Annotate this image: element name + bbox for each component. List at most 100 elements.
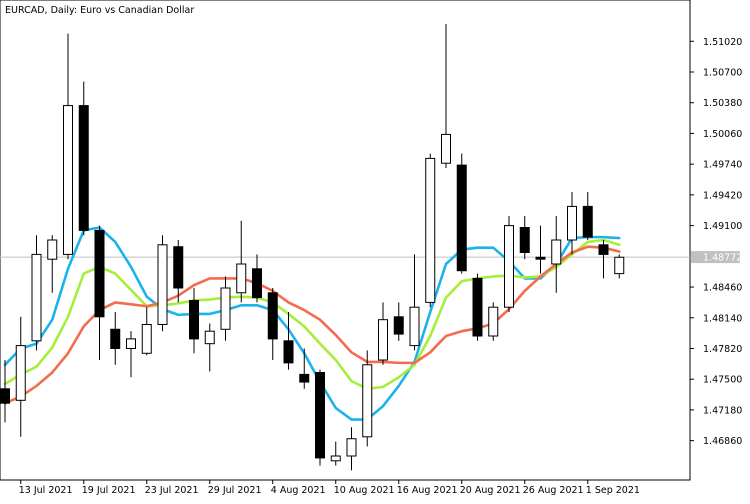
candle — [15, 316, 26, 437]
candle-body-bearish — [519, 227, 530, 253]
candle-body-bullish — [330, 455, 341, 462]
candle — [504, 216, 514, 312]
candle-body-bullish — [346, 438, 357, 457]
time-tick-label: 20 Aug 2021 — [460, 485, 521, 496]
candle — [189, 288, 199, 354]
time-tick-label: 23 Jul 2021 — [145, 485, 199, 496]
candle-body-bullish — [441, 133, 451, 164]
price-tick-label: 1.47820 — [703, 344, 742, 355]
candle — [31, 235, 42, 351]
candle — [0, 360, 10, 423]
plot-area-frame — [0, 0, 691, 481]
time-tick-label: 19 Jul 2021 — [82, 485, 136, 496]
candle — [456, 153, 467, 274]
candle-body-bullish — [378, 319, 388, 361]
time-tick-label: 13 Jul 2021 — [19, 485, 73, 496]
price-tick-label: 1.47500 — [703, 375, 742, 386]
current-price-label: 1.48772 — [703, 253, 742, 264]
candle — [78, 81, 89, 236]
candle-body-bearish — [299, 373, 310, 383]
time-tick-label: 1 Sep 2021 — [586, 485, 640, 496]
candle-body-bearish — [315, 371, 325, 459]
candle-body-bullish — [425, 157, 436, 303]
price-tick-label: 1.48140 — [703, 313, 742, 324]
time-tick-label: 10 Aug 2021 — [334, 485, 395, 496]
candle-body-bearish — [582, 205, 593, 238]
price-axis: 1.51020 1.50700 1.50380 1.50060 1.49740 1.494… — [690, 37, 742, 447]
candle-body-bullish — [204, 330, 215, 345]
candle-body-bullish — [236, 263, 247, 294]
candle — [141, 307, 152, 356]
time-tick-label: 26 Aug 2021 — [523, 485, 584, 496]
candle — [519, 216, 530, 260]
candle-body-bullish — [126, 338, 136, 349]
candle — [220, 276, 231, 341]
candle — [94, 225, 105, 360]
time-tick-label: 29 Jul 2021 — [208, 485, 262, 496]
candle-body-bullish — [63, 105, 73, 255]
price-tick-label: 1.46860 — [703, 436, 742, 447]
price-tick-label: 1.49740 — [703, 160, 742, 171]
candle-body-bearish — [78, 105, 89, 231]
candle — [582, 192, 593, 240]
candle — [346, 427, 357, 471]
candle — [472, 273, 483, 341]
candle — [551, 216, 562, 293]
candle-body-bearish — [393, 316, 404, 335]
candle-body-bearish — [94, 229, 105, 318]
price-tick-label: 1.47180 — [703, 405, 742, 416]
candle — [425, 153, 436, 308]
candle-layer — [0, 24, 625, 471]
price-tick-label: 1.50060 — [703, 129, 742, 140]
current-price-marker: 1.48772 — [691, 251, 742, 264]
candle — [126, 331, 136, 378]
candle — [47, 235, 58, 293]
candle-body-bearish — [189, 299, 199, 340]
candle-body-bullish — [47, 239, 58, 260]
candle-body-bearish — [0, 388, 10, 404]
candle-body-bullish — [614, 256, 625, 275]
candle — [567, 192, 577, 255]
moving-average-layer — [3, 226, 621, 421]
moving-average-line-1 — [3, 226, 621, 421]
candle — [315, 369, 325, 466]
price-tick-label: 1.49100 — [703, 221, 742, 232]
candle — [157, 235, 168, 332]
chart-title: EURCAD, Daily: Euro vs Canadian Dollar — [5, 5, 194, 16]
candle-body-bullish — [157, 244, 168, 325]
price-tick-label: 1.51020 — [703, 37, 742, 48]
candle — [441, 24, 451, 168]
candle-body-bearish — [110, 328, 121, 349]
candle — [110, 312, 121, 365]
candle-body-bullish — [567, 205, 577, 241]
time-tick-label: 4 Aug 2021 — [271, 485, 326, 496]
candle — [535, 225, 546, 274]
candle-body-bullish — [504, 225, 514, 308]
candle-body-bullish — [31, 253, 42, 342]
candle-body-bearish — [173, 246, 184, 289]
moving-average-line-3 — [3, 245, 621, 405]
candle-body-bearish — [267, 292, 278, 340]
time-axis: 13 Jul 2021 19 Jul 2021 23 Jul 2021 29 Jul … — [19, 480, 640, 496]
candle-body-bearish — [252, 268, 262, 299]
moving-average-line-2 — [3, 238, 621, 391]
candle-body-bullish — [551, 239, 562, 265]
candle — [236, 220, 247, 303]
candle-body-bearish — [283, 340, 294, 364]
price-tick-label: 1.48460 — [703, 283, 742, 294]
candle — [362, 350, 373, 447]
candle — [63, 33, 73, 260]
candle — [488, 302, 499, 341]
candle — [283, 312, 294, 370]
candle — [267, 288, 278, 360]
candle — [252, 254, 262, 303]
current-price-box — [691, 251, 740, 264]
candle — [173, 240, 184, 303]
candle — [330, 441, 341, 466]
candle — [299, 348, 310, 389]
candle — [378, 302, 388, 365]
candle-body-bearish — [472, 277, 483, 337]
candle-body-bearish — [598, 244, 609, 255]
